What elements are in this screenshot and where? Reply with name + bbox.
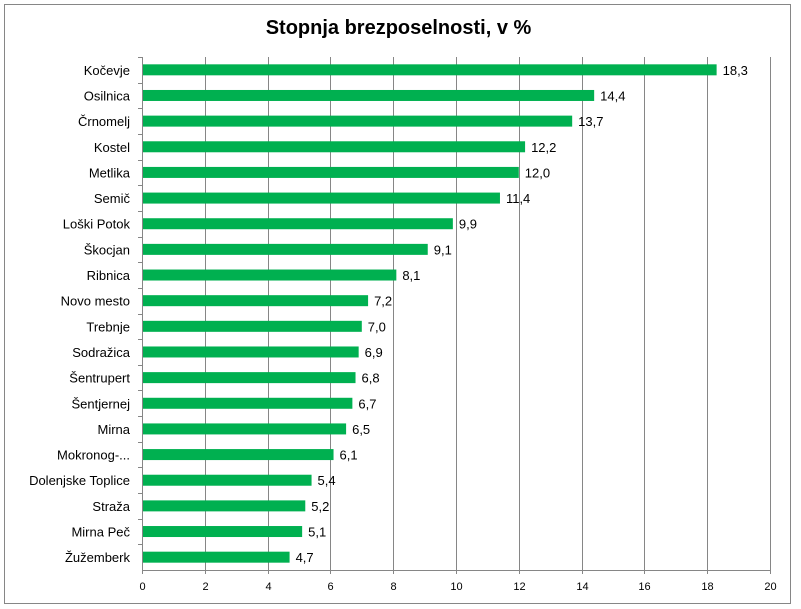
category-label: Mirna: [97, 422, 130, 437]
category-label: Mokronog-...: [57, 448, 130, 463]
category-label: Trebnje: [86, 319, 130, 334]
bar: [143, 423, 347, 435]
category-label: Straža: [92, 499, 130, 514]
x-tick-label: 12: [513, 581, 525, 593]
category-label: Škocjan: [84, 242, 130, 257]
value-label: 14,4: [600, 88, 625, 103]
category-label: Šentrupert: [69, 371, 130, 386]
bar: [143, 320, 362, 332]
value-label: 9,9: [459, 217, 477, 232]
category-label: Dolenjske Toplice: [29, 473, 130, 488]
bar: [143, 346, 359, 358]
bar: [143, 474, 312, 486]
category-label: Ribnica: [87, 268, 131, 283]
value-label: 12,2: [531, 140, 556, 155]
x-tick-label: 2: [202, 581, 208, 593]
value-label: 6,5: [352, 422, 370, 437]
value-label: 7,2: [374, 294, 392, 309]
value-label: 5,4: [318, 473, 336, 488]
value-label: 5,2: [311, 499, 329, 514]
bar: [143, 397, 353, 409]
x-tick-label: 6: [327, 581, 333, 593]
value-label: 4,7: [296, 550, 314, 565]
value-label: 13,7: [578, 114, 603, 129]
bar: [143, 64, 717, 76]
category-label: Šentjernej: [71, 396, 130, 411]
bar: [143, 551, 290, 563]
value-label: 18,3: [723, 63, 748, 78]
bar: [143, 115, 573, 127]
category-label: Sodražica: [72, 345, 131, 360]
x-tick-label: 8: [390, 581, 396, 593]
bar: [143, 526, 303, 538]
category-label: Semič: [94, 191, 131, 206]
category-label: Osilnica: [84, 88, 131, 103]
bar: [143, 89, 595, 101]
bar: [143, 372, 356, 384]
bar: [143, 449, 334, 461]
value-label: 6,8: [362, 371, 380, 386]
category-label: Metlika: [89, 165, 131, 180]
x-tick-label: 16: [638, 581, 650, 593]
bar: [143, 141, 526, 153]
x-tick-label: 0: [139, 581, 145, 593]
value-label: 8,1: [402, 268, 420, 283]
category-label: Loški Potok: [63, 217, 131, 232]
category-label: Kostel: [94, 140, 130, 155]
value-label: 11,4: [506, 191, 530, 206]
x-tick-label: 10: [450, 581, 462, 593]
bar: [143, 218, 453, 230]
value-label: 5,1: [308, 525, 326, 540]
category-label: Kočevje: [84, 63, 130, 78]
bar: [143, 295, 369, 307]
value-label: 6,7: [358, 396, 376, 411]
x-tick-label: 20: [764, 581, 776, 593]
category-label: Novo mesto: [61, 294, 130, 309]
bar: [143, 192, 500, 204]
bar: [143, 166, 519, 178]
bar-chart: 0 2 4 6 8 10 12 14 16 18 20 Kočevje 18,3 Osilnica 14,4…: [29, 57, 777, 593]
x-tick-label: 18: [701, 581, 713, 593]
value-label: 7,0: [368, 319, 386, 334]
x-tick-label: 14: [576, 581, 588, 593]
category-label: Mirna Peč: [71, 525, 130, 540]
chart-frame: Stopnja brezposelnosti, v % 0 2 4 6 8 10 12 14 1…: [4, 4, 791, 604]
value-label: 6,9: [365, 345, 383, 360]
bar: [143, 500, 306, 512]
category-label: Črnomelj: [78, 114, 130, 129]
x-tick-label: 4: [265, 581, 271, 593]
chart-title: Stopnja brezposelnosti, v %: [265, 17, 532, 39]
bar: [143, 243, 428, 255]
value-label: 6,1: [340, 448, 358, 463]
bar: [143, 269, 397, 281]
value-label: 9,1: [434, 242, 452, 257]
value-label: 12,0: [525, 165, 550, 180]
category-label: Žužemberk: [65, 550, 131, 565]
